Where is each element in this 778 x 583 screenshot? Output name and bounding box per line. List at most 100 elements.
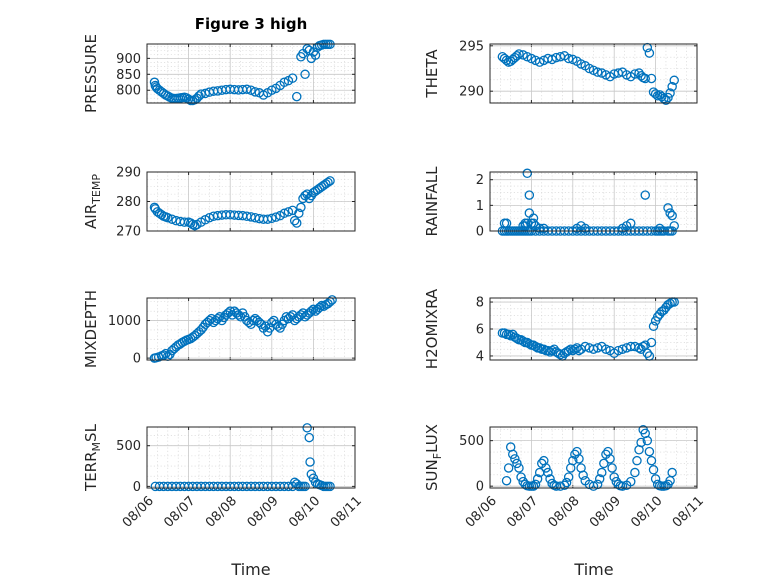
x-tick-label: 08/11	[328, 494, 365, 531]
data-point	[530, 341, 541, 352]
data-point	[503, 463, 514, 473]
x-axis-label-left: Time	[230, 560, 270, 579]
data-point	[294, 208, 304, 219]
data-point	[323, 177, 333, 188]
y-tick-label: 0	[476, 225, 484, 240]
x-tick-label: 08/08	[546, 494, 583, 531]
data-point	[630, 69, 640, 79]
data-point	[200, 88, 210, 99]
data-point	[563, 472, 574, 482]
data-point	[522, 218, 533, 229]
data-point	[654, 223, 665, 234]
data-point	[561, 477, 572, 488]
y-tick-label: 8	[476, 296, 484, 311]
data-point	[327, 295, 337, 305]
data-point	[599, 458, 609, 469]
data-point	[640, 190, 651, 200]
data-point	[570, 344, 580, 354]
data-point	[305, 457, 315, 467]
data-point	[605, 454, 615, 464]
data-point	[505, 330, 516, 341]
data-point	[669, 75, 679, 86]
data-point	[279, 77, 290, 88]
axes-frame-theta	[489, 43, 698, 104]
data-point	[528, 481, 539, 491]
data-point	[665, 208, 675, 218]
data-point	[650, 474, 661, 484]
data-point	[306, 306, 317, 316]
y-tick-label: 290	[116, 166, 141, 181]
data-point	[248, 315, 258, 326]
data-point	[663, 203, 673, 213]
data-point	[528, 218, 539, 229]
data-point	[242, 84, 252, 95]
series-sun-flux	[501, 424, 677, 491]
data-point	[648, 321, 659, 332]
y-axis-label-pressure: PRESSURE	[82, 34, 100, 113]
series-h2omixra	[497, 297, 679, 361]
y-tick-label: 500	[459, 434, 484, 449]
data-point	[665, 298, 675, 309]
data-point	[661, 95, 671, 106]
data-point	[534, 343, 545, 353]
y-tick-label: 0	[476, 480, 484, 495]
data-point	[267, 213, 277, 224]
data-point	[151, 82, 161, 92]
data-point	[524, 208, 535, 218]
x-tick-label: 08/07	[161, 494, 198, 531]
data-point	[167, 214, 177, 224]
series-mixdepth	[149, 295, 337, 363]
data-point	[541, 463, 551, 473]
data-point	[304, 432, 314, 443]
data-point	[563, 53, 574, 64]
data-point	[607, 463, 617, 473]
panel-theta: 290 295 THETA	[423, 39, 698, 106]
data-point	[518, 336, 528, 346]
y-axis-label-air-temp: AIRTEMP	[82, 174, 103, 229]
data-point	[522, 168, 533, 179]
series-theta	[497, 42, 679, 106]
data-point	[665, 88, 675, 98]
series-air-temp	[149, 176, 335, 231]
y-tick-label: 800	[116, 84, 141, 99]
data-point	[514, 49, 524, 59]
x-tick-label: 08/11	[670, 494, 707, 531]
data-point	[626, 218, 636, 229]
data-point	[648, 465, 659, 475]
data-point	[300, 481, 310, 492]
data-point	[568, 455, 578, 466]
y-axis-label-terr-msl: TERRMSL	[82, 423, 103, 492]
data-point	[314, 302, 325, 313]
x-tick-label: 08/10	[628, 494, 665, 531]
data-point	[667, 81, 677, 92]
data-point	[626, 476, 636, 487]
y-tick-label: 0	[133, 480, 141, 495]
data-point	[281, 312, 292, 322]
data-point	[594, 474, 605, 484]
x-tick-label: 08/06	[120, 494, 157, 531]
data-point	[271, 212, 281, 222]
data-point	[592, 67, 603, 77]
data-point	[669, 221, 679, 231]
x-tick-label: 08/08	[203, 494, 240, 531]
axes-frame-air-temp	[146, 171, 356, 232]
data-point	[287, 73, 298, 83]
data-point	[646, 337, 657, 348]
panel-mixdepth: 0 1000 MIXDEPTH	[82, 290, 356, 368]
data-point	[250, 87, 260, 97]
data-point	[555, 349, 566, 360]
data-point	[650, 89, 661, 99]
data-point	[188, 219, 198, 230]
data-point	[578, 470, 588, 481]
axes-frame-terr-msl	[146, 426, 356, 489]
y-tick-label: 280	[116, 195, 141, 210]
data-point	[501, 475, 512, 486]
data-point	[289, 215, 300, 226]
data-point	[503, 329, 514, 340]
data-point	[613, 345, 624, 356]
axes-frame-h2omixra	[489, 297, 698, 361]
y-tick-label: 2	[476, 173, 484, 188]
